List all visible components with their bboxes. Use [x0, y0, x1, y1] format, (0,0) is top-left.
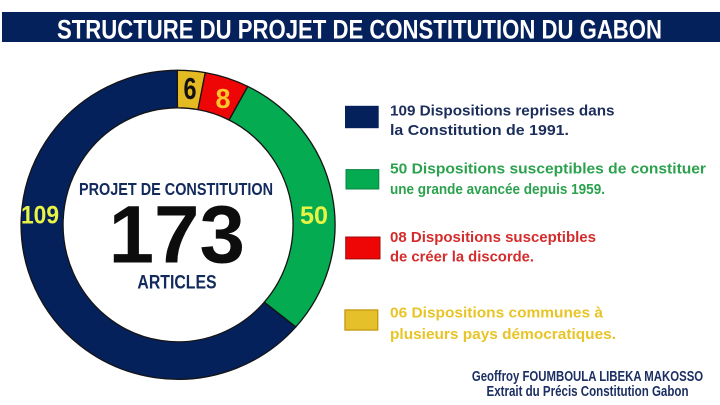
svg-text:173: 173 — [109, 190, 245, 281]
svg-text:Extrait du Précis Constitution: Extrait du Précis Constitution Gabon — [487, 384, 689, 400]
svg-text:une grande avancée depuis 1959: une grande avancée depuis 1959. — [390, 181, 605, 198]
svg-text:50 Dispositions susceptibles d: 50 Dispositions susceptibles de constitu… — [390, 161, 706, 178]
svg-text:de créer la discorde.: de créer la discorde. — [390, 249, 534, 266]
svg-text:50: 50 — [300, 202, 328, 230]
svg-text:06 Dispositions communes à: 06 Dispositions communes à — [390, 305, 604, 322]
svg-text:Geoffroy FOUMBOULA LIBEKA MAKO: Geoffroy FOUMBOULA LIBEKA MAKOSSO — [472, 369, 703, 385]
svg-text:ARTICLES: ARTICLES — [137, 271, 216, 293]
svg-text:STRUCTURE DU PROJET DE CONSTIT: STRUCTURE DU PROJET DE CONSTITUTION DU G… — [57, 14, 662, 44]
svg-text:la Constitution de 1991.: la Constitution de 1991. — [390, 122, 569, 139]
svg-text:8: 8 — [216, 83, 231, 114]
svg-text:6: 6 — [184, 71, 197, 106]
svg-text:109: 109 — [21, 201, 59, 229]
svg-text:PROJET DE CONSTITUTION: PROJET DE CONSTITUTION — [79, 179, 273, 199]
svg-text:109 Dispositions reprises dans: 109 Dispositions reprises dans — [390, 102, 615, 119]
svg-text:08 Dispositions susceptibles: 08 Dispositions susceptibles — [390, 229, 596, 246]
svg-text:plusieurs pays démocratiques.: plusieurs pays démocratiques. — [390, 326, 616, 343]
